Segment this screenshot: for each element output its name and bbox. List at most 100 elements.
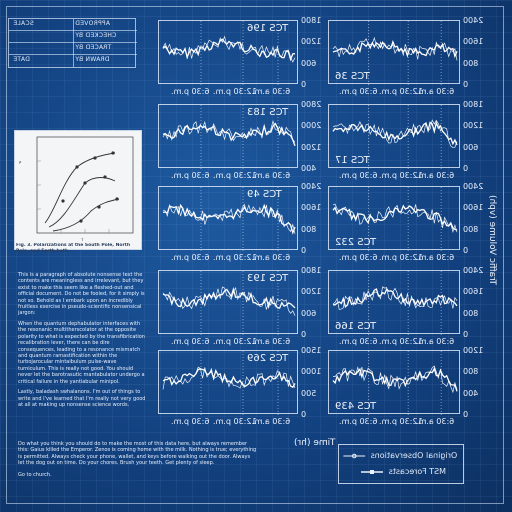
y-tick-label: 600 [463,142,479,152]
y-tick-label: 0 [463,246,469,255]
title-row-label: APPROVED [75,20,111,27]
panel-plot [162,105,296,169]
y-tick-label: 600 [301,58,317,68]
x-tick-label: 6:30 p.m. [171,171,210,180]
chart-panel: TCS 439 1200 800 400 0 6:30 a.m. 12:30 p.m. 6:3… [328,346,483,426]
series-forecasts [162,368,296,389]
panel-title: TCS 439 [335,401,377,412]
series-observations [333,365,458,394]
chart-panel: TCS 269 1500 1000 500 0 6:30 a.m. 12:30 p.m. 6:… [158,346,321,426]
legend-swatch [343,453,365,458]
y-tick-label: 1800 [301,16,322,25]
series-observations [162,366,296,390]
y-tick-label: 2400 [463,182,484,191]
y-tick-label: 0 [301,410,307,419]
chart-panel: TCS 232 2400 1600 800 0 6:30 a.m. 12:30 p.m. 6:… [328,182,483,262]
chart-panel: TCS 166 2400 1600 800 0 6:30 a.m. 12:30 p.m. 6:… [328,266,483,346]
series-forecasts [332,40,458,59]
title-row-label: DRAWN BY [75,56,110,63]
series-observations [332,286,458,310]
y-tick-label: 1200 [463,121,484,131]
x-tick-label: 6:30 p.m. [171,253,210,262]
series-forecasts [162,203,296,235]
legend-item-observations: Original Observations [343,451,457,460]
y-tick-label: 2800 [301,100,322,109]
panel-title: TCS 269 [247,353,289,364]
inset-figure: ρ T [14,130,142,250]
x-tick-label: 6:30 p.m. [339,171,378,180]
x-tick-label: 12:30 p.m. [379,417,423,426]
chart-panel: TCS 193 1800 1200 600 0 6:30 a.m. 12:30 p.m. 6:… [158,266,321,346]
panel-plot [332,105,458,169]
y-tick-label: 800 [463,58,479,68]
paragraph: When the quantum dephabulator interfaces… [18,321,145,385]
x-tick-label: 6:30 a.m. [252,253,291,262]
title-row-label: CHECKED BY [75,32,117,39]
y-tick-label: 2400 [463,266,484,275]
series-observations [162,286,296,316]
y-tick-label: 1600 [463,287,484,297]
y-tick-label: 2400 [463,16,484,25]
x-tick-label: 12:30 p.m. [379,337,423,346]
y-tick-label: 1500 [301,346,322,355]
panel-plot [162,187,296,251]
series-forecasts [162,286,296,310]
title-row: APPROVED [9,19,137,31]
y-tick-label: 1600 [463,203,484,213]
x-tick-label: 12:30 p.m. [213,171,257,180]
x-tick-label: 6:30 p.m. [171,417,210,426]
panel-plot [332,187,458,251]
x-tick-label: 6:30 a.m. [252,417,291,426]
y-tick-label: 1600 [301,203,322,213]
title-row-label: DATE [13,56,30,63]
y-tick-label: 2000 [301,121,322,131]
y-tick-label: 1200 [301,142,322,152]
y-tick-label: 1200 [301,37,322,47]
x-tick-label: 6:30 p.m. [339,417,378,426]
panel-plot [332,351,458,415]
title-row-right: SCALE [9,19,73,31]
svg-text:T: T [81,237,84,242]
legend-swatch [361,469,383,474]
panel-plot [332,271,458,335]
legend-label: Original Observations [370,451,458,460]
paragraph: Do what you think you should do to make … [18,441,257,467]
svg-text:ρ: ρ [19,159,22,164]
footer-text: Do what you think you should do to make … [18,441,258,483]
series-observations [332,119,458,148]
title-row: CHECKED BY [9,31,137,43]
panel-title: TCS 17 [335,155,370,166]
panel-title: TCS 49 [247,189,282,200]
x-tick-label: 6:30 p.m. [339,337,378,346]
series-forecasts [332,366,458,392]
y-tick-label: 400 [463,388,479,398]
legend: Original Observations MST Forecasts [338,444,464,484]
panel-title: TCS 166 [335,321,377,332]
x-tick-label: 6:30 p.m. [339,253,378,262]
panel-title: TCS 232 [335,237,377,248]
series-forecasts [162,122,296,147]
y-axis-title: Traffic Volume (vph) [487,195,497,285]
x-tick-label: 12:30 p.m. [213,417,257,426]
panel-title: TCS 193 [247,273,289,284]
page-border [6,6,504,504]
y-tick-label: 0 [463,330,469,339]
chart-panel: TCS 196 1800 1200 600 0 6:30 a.m. 12:30 p.m. 6:… [158,16,321,96]
legend-label: MST Forecasts [388,467,446,476]
paragraph: Lastly, baladash swhalanons. I'm out of … [18,389,146,409]
paragraph: Go to church. [18,471,52,478]
inset-plot: ρ T [19,136,134,242]
y-tick-label: 0 [301,80,307,89]
panel-title: TCS 36 [335,71,370,82]
x-axis-title: Time (hr) [294,438,336,448]
x-tick-label: 6:30 a.m. [252,337,291,346]
y-tick-label: 1800 [463,100,484,109]
y-tick-label: 1600 [463,37,484,47]
x-tick-label: 6:30 a.m. [252,171,291,180]
legend-item-forecasts: MST Forecasts [361,467,446,476]
title-row-right: DATE [9,55,73,67]
y-tick-label: 600 [301,308,317,318]
y-tick-label: 800 [463,224,479,234]
title-row: TRACED BY [9,43,137,55]
